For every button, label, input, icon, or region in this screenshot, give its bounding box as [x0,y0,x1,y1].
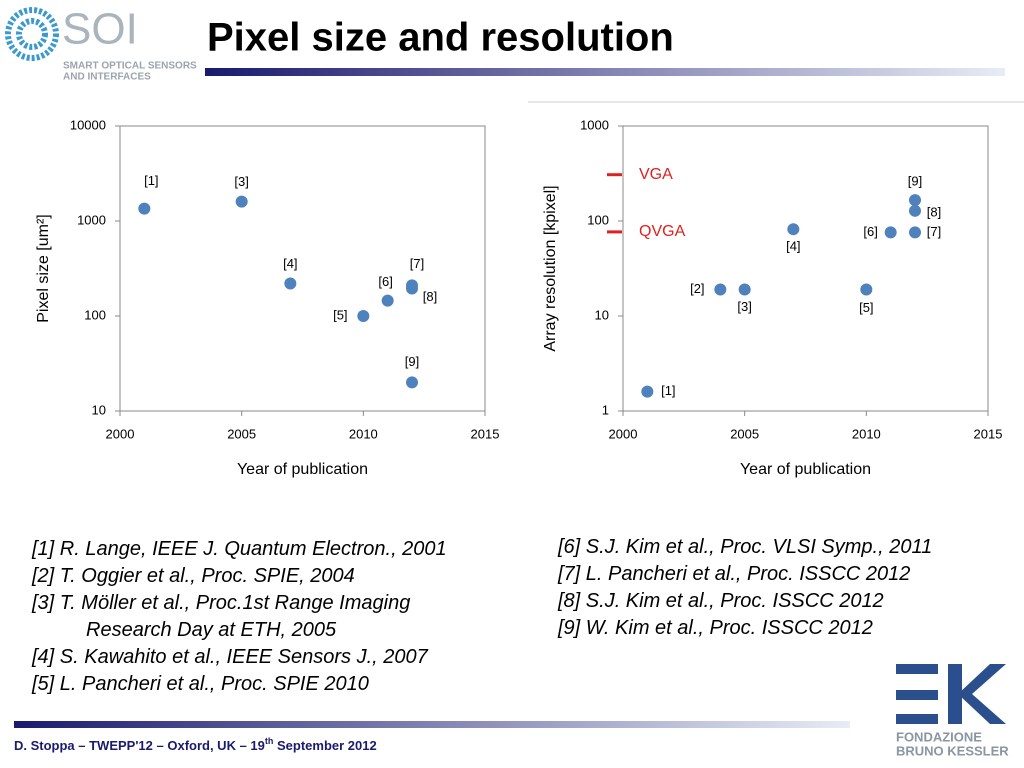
point-label: [4] [283,256,297,271]
data-point [787,223,800,236]
reference: [1] R. Lange, IEEE J. Quantum Electron.,… [32,538,447,560]
reference: [6] S.J. Kim et al., Proc. VLSI Symp., 2… [558,536,933,558]
x-tick-label: 2000 [609,426,638,441]
y-tick-label: 10 [595,307,609,322]
soi-logo: SOI SMART OPTICAL SENSORS AND INTERFACES [5,5,197,83]
reference: [2] T. Oggier et al., Proc. SPIE, 2004 [32,565,355,587]
data-point [884,226,897,239]
logo-text: SMART OPTICAL SENSORS [63,61,197,72]
x-tick-label: 2000 [106,426,135,441]
y-axis-label: Array resolution [kpixel] [542,185,559,351]
point-label: [9] [405,354,419,369]
y-tick-label: 10 [92,402,106,417]
reference: [4] S. Kawahito et al., IEEE Sensors J.,… [32,646,428,668]
slide-title: Pixel size and resolution [207,16,674,60]
y-axis-label: Pixel size [um²] [35,214,52,322]
point-label: [6] [863,224,877,239]
data-point [357,310,370,322]
reference: [7] L. Pancheri et al., Proc. ISSCC 2012 [558,563,911,585]
point-label: [3] [234,174,248,189]
header-bar [205,68,1005,76]
reference-label: QVGA [639,223,686,240]
y-tick-label: 100 [587,212,609,227]
reference: [8] S.J. Kim et al., Proc. ISSCC 2012 [558,590,884,612]
x-tick-label: 2005 [730,426,759,441]
reference: [5] L. Pancheri et al., Proc. SPIE 2010 [32,673,369,695]
x-tick-label: 2010 [349,426,378,441]
reference: Research Day at ETH, 2005 [86,619,337,641]
data-point [406,376,418,389]
data-point [738,283,751,296]
point-label: [5] [859,300,873,315]
point-label: [8] [927,204,941,219]
plot-frame [622,125,989,412]
data-point [406,282,418,295]
x-tick-label: 2010 [852,426,881,441]
x-axis-label: Year of publication [740,461,871,478]
reference: [9] W. Kim et al., Proc. ISSCC 2012 [558,617,873,639]
logo-main: SOI [62,5,138,54]
x-tick-label: 2015 [974,426,1003,441]
point-label: [7] [927,224,941,239]
references-right: [6] S.J. Kim et al., Proc. VLSI Symp., 2… [558,534,932,642]
y-tick-label: 100 [84,307,106,322]
fbk-logo: FONDAZIONE BRUNO KESSLER [896,664,1009,758]
y-tick-label: 1 [602,402,609,417]
point-label: [1] [661,383,675,398]
data-point [909,194,921,207]
fbk-text: FONDAZIONE [896,729,982,744]
data-point [909,226,921,239]
reference-label: VGA [639,166,673,183]
data-point [235,195,248,208]
point-label: [8] [423,289,437,304]
data-point [714,283,727,296]
fbk-text: BRUNO KESSLER [896,743,1009,758]
data-point [381,294,394,307]
footer: D. Stoppa – TWEPP'12 – Oxford, UK – 19th… [14,736,377,753]
x-axis-label: Year of publication [237,461,368,478]
point-label: [9] [908,174,922,189]
references-left: [1] R. Lange, IEEE J. Quantum Electron.,… [32,536,447,698]
y-tick-label: 10000 [70,117,106,132]
data-point [138,202,151,215]
logo-text: AND INTERFACES [63,72,151,83]
point-label: [5] [333,307,347,322]
y-tick-label: 1000 [77,212,106,227]
data-point [909,204,921,217]
footer-bar [14,721,850,728]
y-tick-label: 1000 [580,117,609,132]
reference: [3] T. Möller et al., Proc.1st Range Ima… [32,592,411,614]
data-point [284,277,297,290]
plot-frame [119,125,486,412]
data-point [860,283,873,296]
point-label: [4] [786,239,800,254]
point-label: [6] [378,274,392,289]
point-label: [2] [690,281,704,296]
data-point [641,385,654,398]
point-label: [7] [410,256,424,271]
x-tick-label: 2015 [471,426,500,441]
point-label: [3] [737,299,751,314]
point-label: [1] [144,173,158,188]
x-tick-label: 2005 [227,426,256,441]
